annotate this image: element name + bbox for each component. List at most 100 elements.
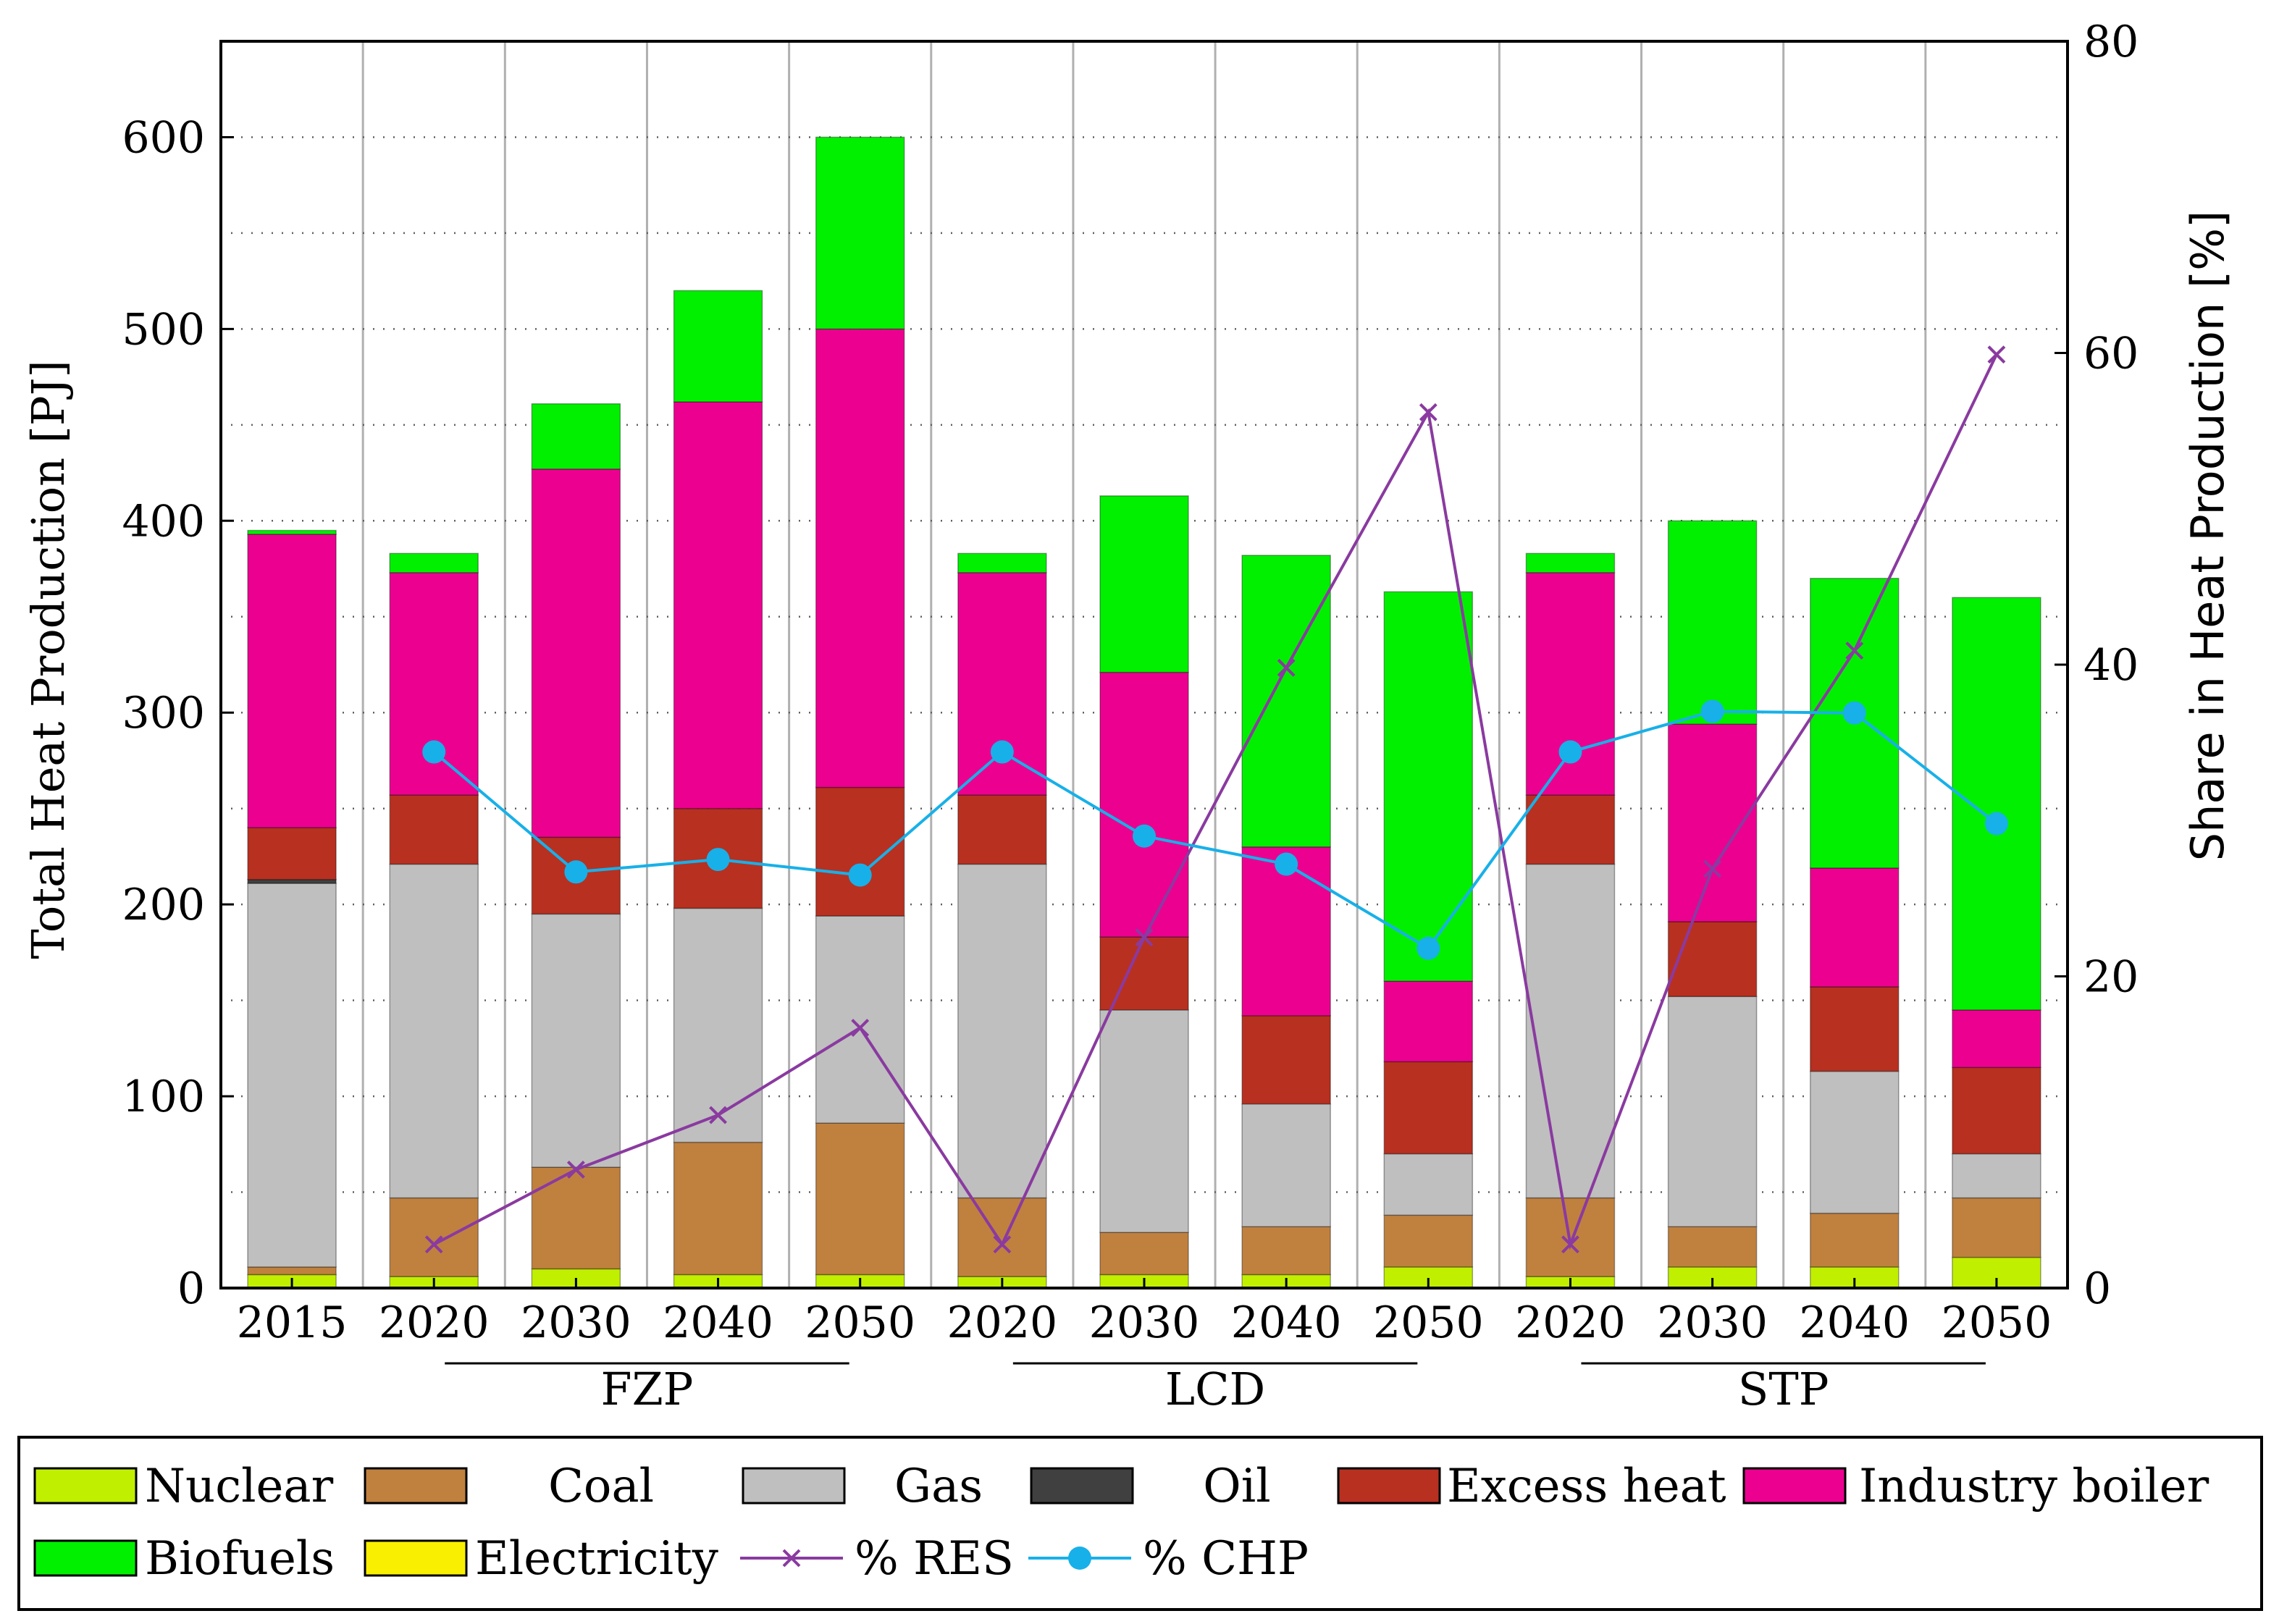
point-pct-res <box>1703 859 1722 878</box>
marker-x-stroke <box>709 1106 727 1124</box>
bar-segment-excess-heat <box>1099 936 1189 1011</box>
y2-tick-label: 0 <box>2083 1263 2111 1314</box>
legend-label-coal: Coal <box>548 1460 654 1513</box>
bar-segment-biofuels <box>1952 597 2041 1011</box>
point-pct-chp <box>1558 740 1582 764</box>
bar-segment-coal <box>957 1197 1047 1277</box>
bar-segment-biofuels <box>815 136 905 330</box>
bar-segment-coal <box>1099 1232 1189 1276</box>
x-tick-label: 2015 <box>237 1297 348 1348</box>
bar-segment-gas <box>673 907 763 1143</box>
bar-segment-excess-heat <box>1383 1061 1474 1155</box>
point-pct-res <box>1419 403 1438 421</box>
bar-segment-gas <box>1667 996 1758 1227</box>
marker-x-stroke <box>424 1235 443 1254</box>
bar-segment-biofuels <box>957 552 1047 573</box>
x-tick-label: 2030 <box>1089 1297 1200 1348</box>
legend-label-gas: Gas <box>894 1460 983 1513</box>
point-pct-chp <box>1133 824 1156 848</box>
bar-segment-coal <box>673 1141 763 1276</box>
y2-axis-label: Share in Heat Production [%] <box>2181 211 2234 862</box>
legend-label-oil: Oil <box>1203 1460 1270 1513</box>
bar-segment-industry-boiler <box>673 401 763 809</box>
marker-x-stroke <box>1561 1235 1579 1254</box>
y-tick-label: 300 <box>122 688 205 739</box>
share-lines <box>422 345 2008 1254</box>
group-label: FZP <box>601 1363 694 1415</box>
bar-segment-biofuels <box>673 290 763 403</box>
legend-swatch-biofuels <box>33 1539 138 1577</box>
bar-segment-gas <box>389 863 479 1199</box>
marker-x-stroke <box>782 1549 801 1568</box>
group-label: LCD <box>1165 1363 1265 1415</box>
y-tick-label: 100 <box>122 1072 205 1122</box>
bar-segment-oil <box>247 878 337 884</box>
point-pct-chp <box>1984 812 2008 836</box>
bar-segment-industry-boiler <box>1383 980 1474 1063</box>
point-pct-chp <box>848 863 872 887</box>
legend-swatch-oil <box>1030 1467 1134 1505</box>
bar-segment-biofuels <box>1241 555 1331 848</box>
marker-x-stroke <box>1703 859 1722 878</box>
bar-segment-excess-heat <box>247 827 337 880</box>
x-tick-label: 2040 <box>1799 1297 1910 1348</box>
stacked-bars <box>247 136 2041 1289</box>
marker-x-stroke <box>993 1235 1012 1254</box>
marker-x-stroke <box>1135 928 1154 947</box>
point-pct-res <box>1277 658 1296 677</box>
bar-segment-excess-heat <box>1667 921 1758 998</box>
y2-tick-label: 40 <box>2083 640 2139 691</box>
bar-segment-gas <box>247 883 337 1268</box>
bar-segment-biofuels <box>389 552 479 573</box>
bar-segment-biofuels <box>1099 495 1189 673</box>
y-tick-label: 600 <box>122 112 205 163</box>
legend-swatch-industry-boiler <box>1742 1467 1847 1505</box>
legend-swatch-nuclear <box>33 1467 138 1505</box>
x-tick-label: 2020 <box>1515 1297 1626 1348</box>
marker-x-stroke <box>851 1019 870 1037</box>
bar-segment-gas <box>1952 1153 2041 1199</box>
point-pct-res <box>566 1160 585 1179</box>
bar-segment-coal <box>247 1266 337 1276</box>
bar-segment-gas <box>1525 863 1616 1199</box>
point-pct-chp <box>1842 701 1866 725</box>
marker-x-stroke <box>1987 345 2006 364</box>
bar-segment-industry-boiler <box>1810 867 1900 988</box>
point-pct-chp <box>1416 936 1440 960</box>
bar-segment-coal <box>815 1122 905 1276</box>
point-pct-res <box>1987 345 2006 364</box>
bar-segment-gas <box>815 915 905 1124</box>
bar-segment-gas <box>957 863 1047 1199</box>
x-tick-label: 2040 <box>1231 1297 1342 1348</box>
line-pct-res <box>433 353 1998 1250</box>
legend-label-electricity: Electricity <box>475 1532 718 1586</box>
point-pct-res <box>709 1106 727 1124</box>
bar-segment-biofuels <box>531 403 621 470</box>
legend-label-nuclear: Nuclear <box>145 1460 334 1513</box>
legend-box <box>17 1436 2263 1611</box>
point-pct-chp <box>422 740 446 764</box>
legend: Nuclear Coal Gas Oil Excess heat Industry boi… <box>17 1436 2263 1611</box>
x-tick-label: 2050 <box>805 1297 915 1348</box>
line-pct-chp <box>432 710 1998 951</box>
point-pct-chp <box>1700 699 1724 723</box>
bar-segment-excess-heat <box>1952 1066 2041 1155</box>
y-tick-label: 400 <box>122 496 205 547</box>
bar-segment-gas <box>1810 1070 1900 1214</box>
bar-segment-excess-heat <box>1810 986 1900 1072</box>
bar-segment-biofuels <box>1525 552 1616 573</box>
x-tick-label: 2030 <box>1657 1297 1768 1348</box>
y-axis-label: Total Heat Production [PJ] <box>22 360 75 959</box>
y2-tick-label: 80 <box>2083 17 2139 67</box>
legend-swatch-electricity <box>364 1539 468 1577</box>
y-tick-label: 500 <box>122 304 205 355</box>
bar-segment-coal <box>531 1166 621 1270</box>
bar-segment-gas <box>1099 1009 1189 1233</box>
bar-segment-coal <box>1952 1197 2041 1258</box>
y2-tick-label: 60 <box>2083 329 2139 379</box>
x-tick-label: 2020 <box>947 1297 1057 1348</box>
bar-segment-coal <box>1667 1226 1758 1268</box>
bar-segment-coal <box>1810 1212 1900 1268</box>
